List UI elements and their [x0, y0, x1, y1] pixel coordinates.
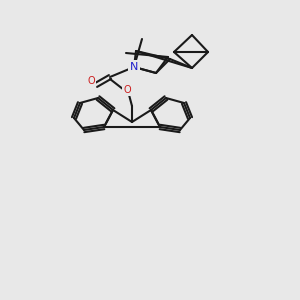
- Text: O: O: [87, 76, 95, 86]
- Text: O: O: [123, 85, 131, 95]
- Text: N: N: [130, 62, 138, 72]
